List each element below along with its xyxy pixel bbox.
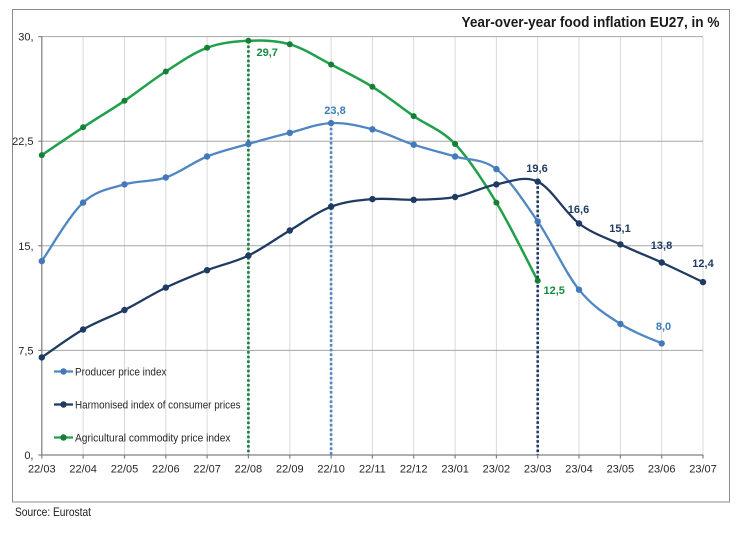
svg-text:16,6: 16,6	[568, 204, 589, 216]
svg-text:8,0: 8,0	[656, 321, 671, 333]
svg-text:22/03: 22/03	[28, 464, 56, 476]
svg-text:23,8: 23,8	[324, 105, 345, 117]
svg-text:15,: 15,	[18, 241, 33, 253]
svg-text:22/10: 22/10	[317, 464, 345, 476]
svg-text:15,1: 15,1	[609, 223, 630, 235]
svg-text:22/11: 22/11	[359, 464, 386, 476]
svg-text:22/05: 22/05	[111, 464, 139, 476]
svg-text:0,: 0,	[24, 450, 33, 462]
svg-text:7,5: 7,5	[18, 345, 33, 357]
svg-text:Year-over-year food inflation: Year-over-year food inflation EU27, in %	[462, 15, 720, 31]
svg-text:12,5: 12,5	[544, 285, 565, 297]
svg-text:23/05: 23/05	[607, 464, 635, 476]
svg-text:22,5: 22,5	[12, 136, 33, 148]
svg-text:Agricultural commodity price i: Agricultural commodity price index	[75, 433, 231, 445]
svg-text:22/08: 22/08	[235, 464, 263, 476]
svg-text:23/01: 23/01	[441, 464, 469, 476]
svg-text:Harmonised index of consumer p: Harmonised index of consumer prices	[75, 400, 241, 412]
svg-text:30,: 30,	[18, 32, 33, 44]
svg-text:12,4: 12,4	[692, 258, 714, 270]
svg-text:23/02: 23/02	[483, 464, 511, 476]
svg-text:Producer price index: Producer price index	[75, 367, 167, 379]
svg-text:19,6: 19,6	[526, 163, 547, 175]
svg-text:Source: Eurostat: Source: Eurostat	[15, 505, 92, 519]
svg-text:23/06: 23/06	[648, 464, 676, 476]
svg-text:23/07: 23/07	[689, 464, 717, 476]
svg-text:13,8: 13,8	[651, 240, 672, 252]
svg-text:22/12: 22/12	[400, 464, 428, 476]
svg-text:22/04: 22/04	[69, 464, 97, 476]
svg-text:23/04: 23/04	[565, 464, 593, 476]
svg-text:23/03: 23/03	[524, 464, 552, 476]
svg-text:22/07: 22/07	[193, 464, 221, 476]
svg-text:22/09: 22/09	[276, 464, 304, 476]
svg-text:22/06: 22/06	[152, 464, 180, 476]
svg-text:29,7: 29,7	[257, 47, 278, 59]
